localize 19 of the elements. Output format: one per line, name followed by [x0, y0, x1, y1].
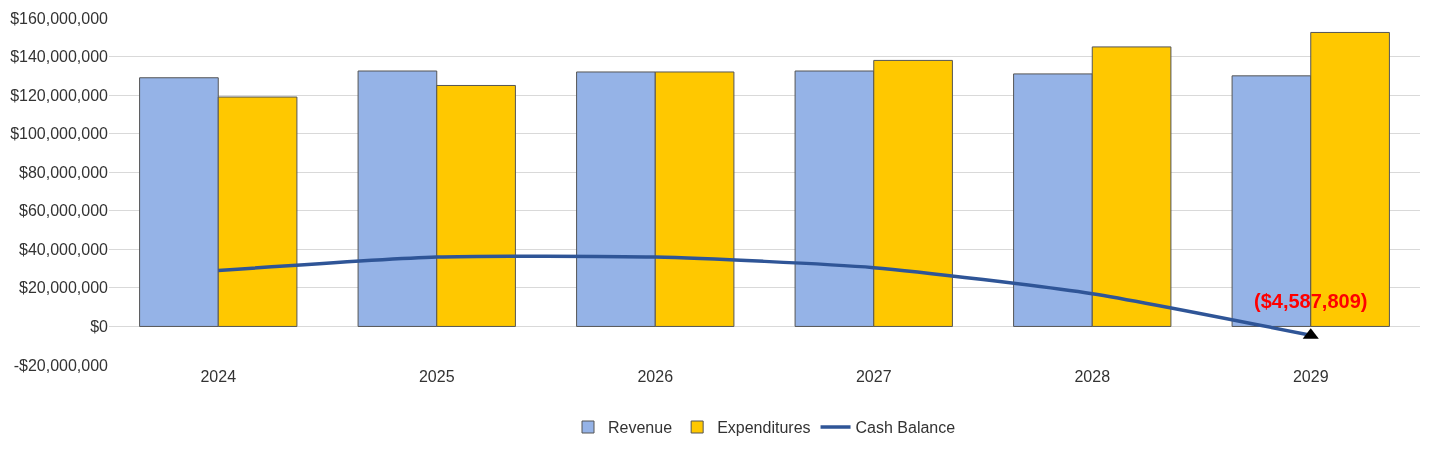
x-tick-label: 2027	[855, 368, 892, 385]
x-tick-label: 2024	[200, 368, 237, 385]
y-tick-label: $20,000,000	[19, 279, 109, 297]
y-tick-label: $80,000,000	[19, 163, 109, 181]
x-tick-label: 2028	[1074, 368, 1111, 385]
y-tick-label: -$20,000,000	[13, 356, 109, 374]
y-tick-label: $160,000,000	[10, 9, 109, 27]
legend-label: Revenue	[608, 419, 673, 437]
x-tick-label: 2029	[1292, 368, 1329, 385]
y-tick-label: $140,000,000	[10, 48, 109, 66]
legend-label: Expenditures	[717, 419, 811, 437]
x-tick-label: 2026	[637, 368, 674, 385]
y-tick-label: $0	[90, 318, 109, 336]
y-tick-label: $60,000,000	[19, 202, 109, 220]
x-tick-label: 2025	[418, 368, 455, 385]
y-tick-label: $100,000,000	[10, 125, 109, 143]
legend-label: Cash Balance	[855, 419, 956, 437]
y-tick-label: $40,000,000	[19, 240, 109, 258]
y-tick-label: $120,000,000	[10, 86, 109, 104]
